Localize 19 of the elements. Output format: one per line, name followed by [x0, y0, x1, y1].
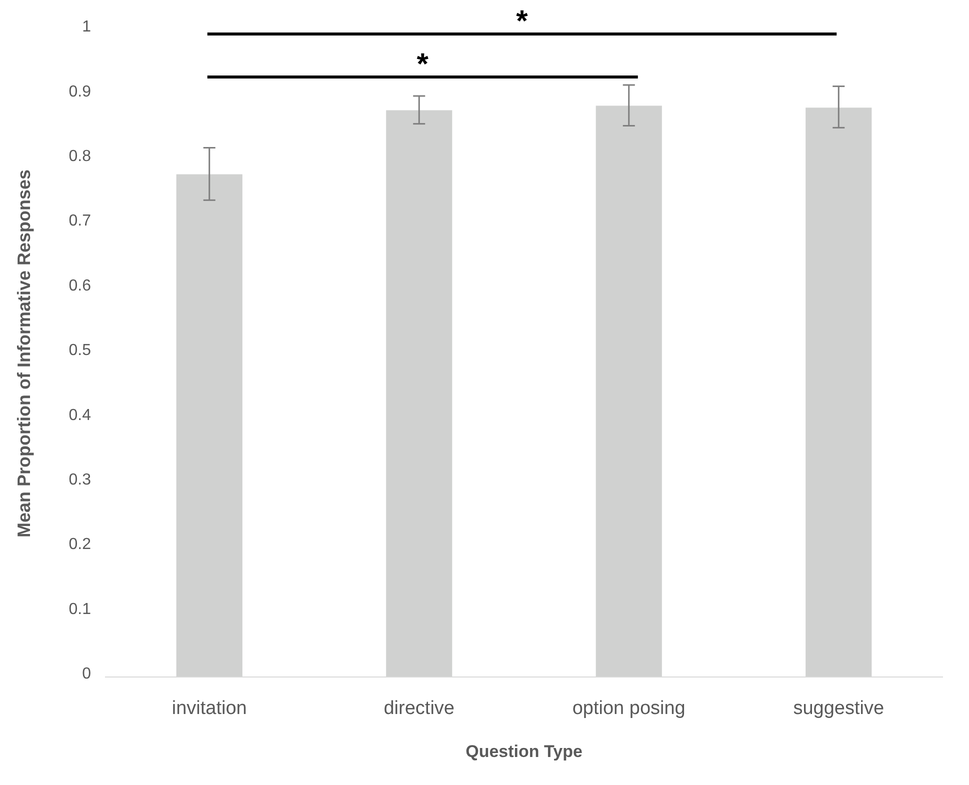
y-tick-label: 0.4 [68, 406, 92, 424]
annotation: * [416, 48, 429, 81]
x-tick-label: suggestive [793, 698, 884, 719]
y-tick-label: 0 [82, 666, 92, 683]
y-tick-label: 0.8 [68, 148, 92, 165]
x-axis-title: Question Type [466, 742, 582, 761]
y-tick-label: 0.7 [68, 212, 92, 230]
y-tick-label: 0.9 [68, 83, 92, 100]
y-tick-label: 1 [82, 18, 92, 36]
annotation: * [516, 5, 528, 38]
y-tick-label: 0.2 [68, 536, 92, 554]
y-tick-label: 0.3 [68, 472, 92, 488]
y-tick-label: 0.1 [68, 600, 92, 618]
y-tick-label: 0.5 [68, 342, 92, 360]
x-tick-label: option posing [572, 698, 686, 719]
y-axis-title: Mean Proportion of Informative Responses [14, 169, 34, 538]
y-tick-label: 0.6 [68, 277, 92, 294]
x-tick-label: directive [384, 698, 454, 719]
x-tick-label: invitation [172, 698, 247, 719]
